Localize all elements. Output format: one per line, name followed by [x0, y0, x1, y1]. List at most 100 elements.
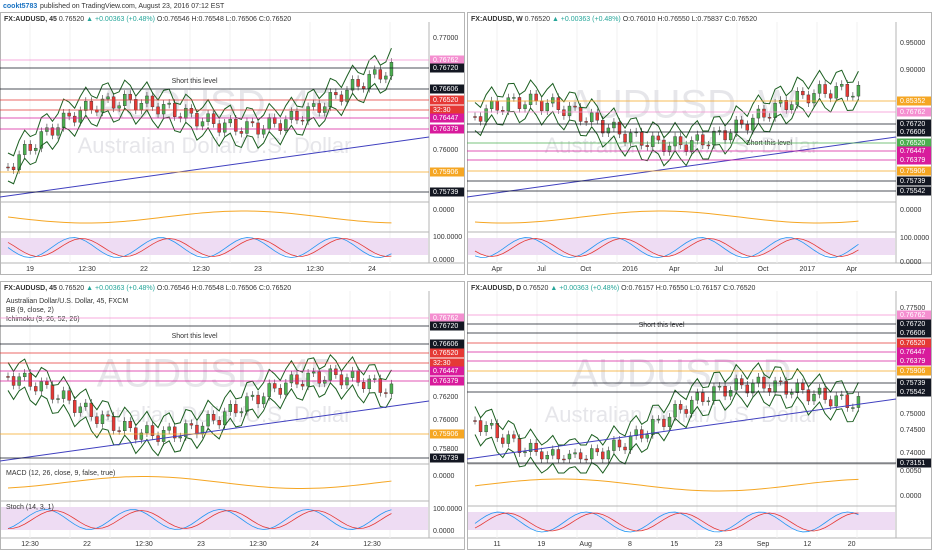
candle — [139, 103, 144, 111]
ohlc: O:0.76010 H:0.76550 L:0.75837 C:0.76520 — [623, 16, 757, 23]
time-axis-label: 12 — [803, 541, 811, 548]
candle — [834, 395, 838, 407]
macd-line — [474, 478, 859, 492]
price-tag: 0.75739 — [900, 380, 925, 387]
stoch-d — [7, 238, 392, 257]
user-name[interactable]: cookt5783 — [3, 3, 37, 10]
stoch-band — [468, 238, 895, 255]
price-change: ▲ +0.00363 (+0.48%) — [550, 285, 619, 292]
price-tag: 0.76762 — [900, 312, 925, 319]
price-tag-bg — [430, 84, 464, 94]
candle — [267, 117, 271, 130]
candle — [284, 382, 288, 395]
candle — [523, 451, 527, 454]
candle — [562, 458, 566, 461]
time-axis-label: 23 — [715, 541, 723, 548]
candle — [756, 108, 761, 119]
price-tag: 0.76447 — [433, 115, 458, 122]
candle — [584, 458, 588, 461]
candle — [667, 145, 672, 152]
candle — [606, 450, 611, 460]
candle — [662, 139, 666, 152]
candle — [295, 374, 299, 385]
time-axis-label: 24 — [368, 266, 376, 273]
candle — [223, 411, 227, 426]
candle — [473, 420, 477, 422]
price-tag: 0.76520 — [433, 350, 458, 357]
price-tag: 0.76520 — [433, 97, 458, 104]
candle — [601, 120, 605, 134]
price-tag: 0.76762 — [900, 109, 925, 116]
candle — [740, 119, 744, 125]
candle — [795, 382, 800, 393]
price-tag-bg — [897, 138, 931, 148]
candle — [517, 438, 522, 454]
candle — [89, 100, 94, 110]
candle — [195, 113, 199, 127]
candle — [273, 117, 277, 124]
candle — [578, 452, 583, 460]
candle — [245, 121, 249, 134]
price-axis-label: 100.0000 — [433, 506, 462, 513]
candle — [806, 94, 811, 104]
candle — [300, 383, 305, 387]
indicator-legend: Stoch (14, 3, 1) — [6, 504, 54, 511]
indicator-legend: Ichimoku (9, 26, 52, 26) — [6, 316, 80, 323]
candle — [723, 130, 727, 141]
time-axis-label: Sep — [757, 541, 770, 548]
indicator-legend: MACD (12, 26, close, 9, false, true) — [6, 470, 115, 477]
candle — [817, 84, 822, 94]
candle — [684, 144, 688, 152]
candle — [100, 414, 105, 424]
candle — [306, 106, 310, 122]
price-tag-bg — [430, 124, 464, 134]
candle — [78, 406, 82, 413]
price-tag-bg — [430, 313, 464, 323]
candle — [367, 74, 371, 89]
time-axis-label: 12:30 — [21, 541, 39, 548]
ohlc: O:0.76546 H:0.76548 L:0.76506 C:0.76520 — [157, 16, 291, 23]
price-tag-bg — [430, 187, 464, 197]
candle — [178, 436, 182, 439]
stoch-d — [474, 512, 859, 532]
candle — [840, 394, 844, 397]
candle — [728, 390, 733, 397]
candle — [562, 109, 566, 116]
price-tag-bg — [897, 186, 931, 196]
price-tag: 0.75739 — [433, 455, 458, 462]
price-axis-label: 0.74000 — [900, 450, 925, 457]
price-axis-label: 0.0000 — [433, 473, 455, 480]
bollinger-lower — [7, 381, 392, 457]
candle — [334, 92, 338, 96]
candle — [828, 399, 833, 407]
price-tag-bg — [897, 119, 931, 129]
candle — [745, 384, 749, 394]
price-tag: 0.75739 — [900, 178, 925, 185]
candle — [834, 86, 838, 99]
price-tag-bg — [430, 105, 464, 115]
candle — [378, 69, 383, 80]
candle — [200, 121, 205, 127]
bollinger-upper — [474, 362, 859, 446]
candle — [234, 118, 238, 132]
symbol-title: FX:AUDUSD, D — [471, 285, 521, 292]
candle — [72, 400, 77, 413]
price-tag-bg — [897, 366, 931, 376]
candle — [289, 111, 294, 120]
watermark: AUDUSD, D — [571, 352, 791, 396]
candle — [34, 386, 38, 392]
price-tag: 0.75906 — [900, 168, 925, 175]
candle — [239, 131, 244, 134]
candle — [528, 93, 533, 105]
symbol-header: FX:AUDUSD, D 0.76520 ▲ +0.00363 (+0.48%)… — [471, 285, 756, 292]
candle — [156, 106, 160, 115]
candle — [684, 409, 688, 414]
candle — [6, 166, 10, 169]
candle — [56, 398, 60, 400]
candle — [67, 390, 71, 401]
candle — [728, 132, 733, 141]
candle — [295, 111, 299, 121]
price-axis-label: 100.0000 — [900, 235, 929, 242]
